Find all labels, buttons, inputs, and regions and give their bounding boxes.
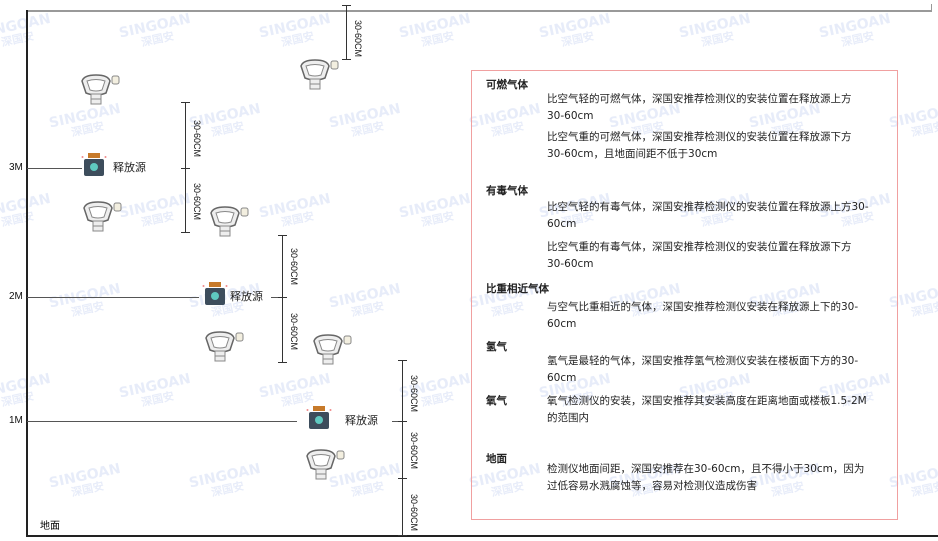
section-title: 地面 <box>486 453 507 465</box>
release-source-icon <box>202 282 228 305</box>
dimension-tick <box>398 360 407 361</box>
left-wall <box>26 10 28 537</box>
dimension-line <box>185 168 186 232</box>
section-title: 氧气 <box>486 395 507 407</box>
dimension-line <box>282 235 283 297</box>
level-1m: 1M <box>9 415 23 426</box>
dimension-tick <box>398 421 407 422</box>
dimension-tick <box>181 168 190 169</box>
floor-line <box>26 535 938 537</box>
section-text: 氢气是最轻的气体，深国安推荐氢气检测仪安装在楼板面下方的30-60cm <box>547 355 859 384</box>
release-source-icon <box>81 153 107 176</box>
dimension-tick <box>398 535 407 536</box>
gas-detector-icon <box>306 449 345 480</box>
section-text: 比空气轻的可燃气体，深国安推荐检测仪的安装位置在释放源上方30-60cm <box>547 93 852 122</box>
level-2m-line-tail <box>271 297 283 298</box>
dimension-label: 30-60CM <box>289 248 299 286</box>
dimension-line <box>402 478 403 535</box>
section-text: 氧气检测仪的安装，深国安推荐其安装高度在距离地面或楼板1.5-2M的范围内 <box>547 395 867 424</box>
section-text: 比空气重的有毒气体，深国安推荐检测仪的安装位置在释放源下方30-60cm <box>547 241 852 270</box>
level-3m-line <box>27 168 82 169</box>
gas-detector-icon <box>300 59 339 90</box>
ceiling-line <box>27 10 932 12</box>
gas-detector-icon <box>81 74 120 105</box>
section-text: 检测仪地面间距，深国安推荐在30-60cm，且不得小于30cm，因为过低容易水溅… <box>547 463 865 492</box>
level-2m-line <box>27 297 199 298</box>
dimension-tick <box>278 235 287 236</box>
dimension-line <box>282 297 283 362</box>
section-text: 比空气轻的有毒气体，深国安推荐检测仪的安装位置在释放源上方30-60cm <box>547 201 869 230</box>
dimension-tick <box>181 102 190 103</box>
dimension-label: 30-60CM <box>192 120 202 158</box>
section-text: 与空气比重相近的气体，深国安推荐检测仪安装在释放源上下的30-60cm <box>547 301 859 330</box>
dimension-label: 30-60CM <box>409 494 419 532</box>
guidance-panel: 可燃气体比空气轻的可燃气体，深国安推荐检测仪的安装位置在释放源上方30-60cm… <box>471 70 898 520</box>
section-title: 可燃气体 <box>486 79 528 91</box>
dimension-line <box>402 360 403 421</box>
section-title: 有毒气体 <box>486 185 528 197</box>
gas-detector-icon <box>210 206 249 237</box>
dimension-tick <box>398 478 407 479</box>
dimension-tick <box>278 297 287 298</box>
level-3m: 3M <box>9 162 23 173</box>
gas-detector-icon <box>205 331 244 362</box>
dimension-tick <box>181 232 190 233</box>
right-wall-tick <box>931 4 932 12</box>
release-source-label: 释放源 <box>345 414 378 427</box>
level-1m-line <box>27 421 297 422</box>
dimension-label: 30-60CM <box>409 432 419 470</box>
dimension-label: 30-60CM <box>192 183 202 221</box>
ground-label: 地面 <box>40 521 60 532</box>
section-title: 氢气 <box>486 341 507 353</box>
dimension-label: 30-60CM <box>289 313 299 351</box>
gas-detector-icon <box>83 201 122 232</box>
release-source-label: 释放源 <box>230 290 263 303</box>
release-source-label: 释放源 <box>113 161 146 174</box>
dimension-tick <box>342 59 351 60</box>
level-2m: 2M <box>9 291 23 302</box>
release-source-icon <box>306 406 332 429</box>
dimension-line <box>185 102 186 168</box>
section-text: 比空气重的可燃气体，深国安推荐检测仪的安装位置在释放源下方30-60cm，且地面… <box>547 131 852 160</box>
gas-detector-icon <box>313 334 352 365</box>
dimension-line <box>402 421 403 478</box>
section-title: 比重相近气体 <box>486 283 549 295</box>
dimension-label: 30-60CM <box>353 20 363 58</box>
dimension-line <box>346 5 347 59</box>
dimension-tick <box>278 362 287 363</box>
dimension-label: 30-60CM <box>409 375 419 413</box>
dimension-tick <box>342 5 351 6</box>
